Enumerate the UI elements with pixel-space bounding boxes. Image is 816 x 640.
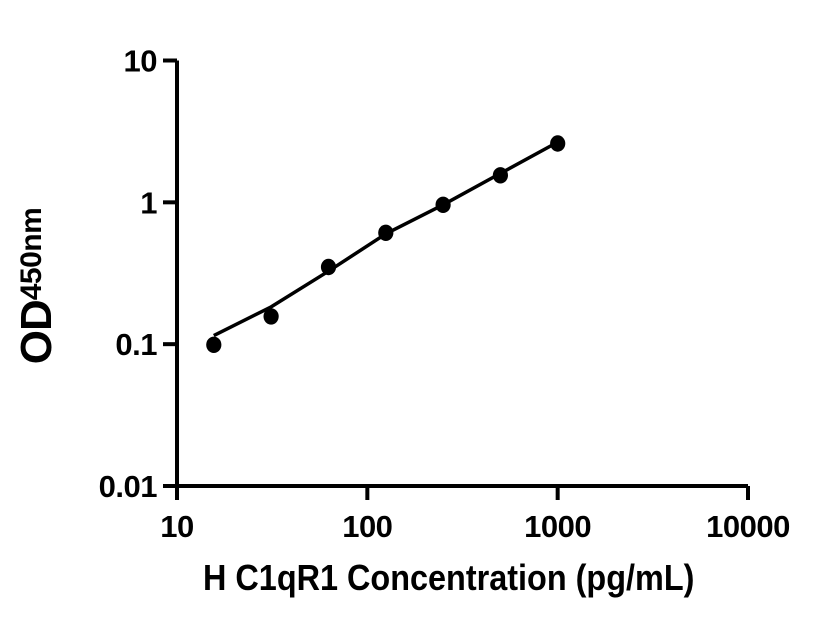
x-tick-label: 10000 (706, 509, 790, 544)
data-point (492, 167, 508, 184)
data-point (435, 196, 451, 213)
data-point (320, 258, 337, 276)
y-tick-label: 0.01 (99, 469, 158, 504)
y-tick-label: 10 (124, 44, 157, 79)
x-tick-label: 100 (342, 509, 392, 544)
data-point (378, 224, 394, 241)
y-axis-title-subscript: 450nm (15, 207, 48, 301)
y-axis-title-main: OD (12, 300, 61, 365)
data-point (206, 336, 222, 353)
y-axis-title: OD450nm (8, 201, 61, 371)
y-tick-label: 0.1 (115, 327, 157, 362)
x-tick-label: 1000 (524, 509, 591, 544)
data-point (550, 135, 566, 152)
data-point (263, 308, 279, 325)
x-axis-title: H C1qR1 Concentration (pg/mL) (203, 557, 695, 598)
y-tick-label: 1 (140, 185, 157, 220)
x-tick-label: 10 (160, 509, 193, 544)
